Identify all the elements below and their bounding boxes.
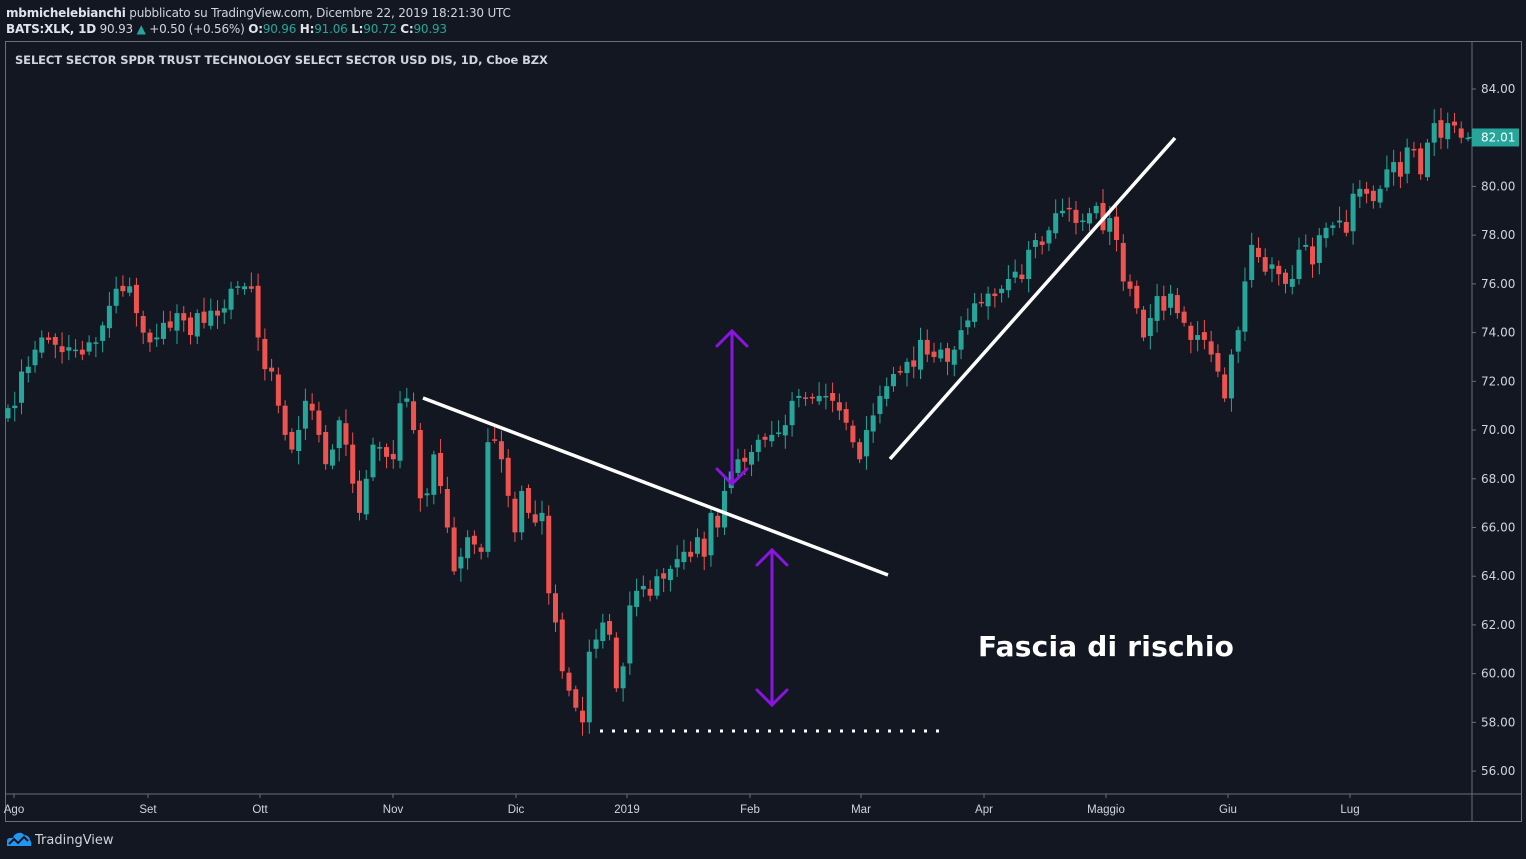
- axes: 56.00 58.00 60.00 62.00 64.00 66.00 68.00 70.00…: [4, 41, 1522, 822]
- pane-title: SELECT SECTOR SPDR TRUST TECHNOLOGY SELE…: [15, 53, 548, 67]
- publication-info: mbmichelebianchi pubblicato su TradingVi…: [6, 5, 511, 21]
- upper-double-arrow[interactable]: [715, 328, 749, 487]
- y-tick-label: 78.00: [1481, 228, 1515, 242]
- chart-pane[interactable]: [5, 41, 1522, 822]
- last-price-value: 82.01: [1481, 130, 1515, 144]
- price-change: +0.50 (+0.56%): [149, 22, 245, 36]
- x-tick-label: Apr: [975, 804, 993, 816]
- open-label: O:: [248, 22, 263, 36]
- author-name[interactable]: mbmichelebianchi: [6, 6, 126, 20]
- x-tick-label: Set: [139, 804, 157, 816]
- up-arrow-icon: ▲: [136, 22, 146, 36]
- y-tick-label: 60.00: [1481, 667, 1515, 681]
- symbol-legend: BATS:XLK, 1D 90.93 ▲ +0.50 (+0.56%) O:90…: [6, 21, 447, 37]
- descending-trendline[interactable]: [422, 396, 889, 577]
- x-tick-label: Mar: [851, 804, 871, 816]
- x-tick-label: Feb: [740, 804, 760, 816]
- symbol-name: BATS:XLK, 1D: [6, 22, 96, 36]
- y-tick-label: 68.00: [1481, 472, 1515, 486]
- x-tick-label: Maggio: [1087, 804, 1125, 816]
- x-tick-label: Nov: [383, 804, 404, 816]
- x-tick-label: 2019: [614, 804, 640, 816]
- last-price: 90.93: [99, 22, 134, 36]
- y-tick-label: 84.00: [1481, 82, 1515, 96]
- open-value: 90.96: [262, 22, 297, 36]
- x-tick-label: Dic: [508, 804, 525, 816]
- y-tick-label: 72.00: [1481, 374, 1515, 388]
- brand-name: TradingView: [35, 832, 114, 848]
- x-tick-label: Giu: [1219, 804, 1237, 816]
- y-tick-label: 66.00: [1481, 520, 1515, 534]
- close-value: 90.93: [413, 22, 447, 36]
- y-tick-label: 74.00: [1481, 326, 1515, 340]
- tradingview-logo[interactable]: TradingView: [6, 832, 114, 848]
- y-tick-label: 64.00: [1481, 569, 1515, 583]
- x-tick-label: Ott: [252, 804, 268, 816]
- published-text: pubblicato su TradingView.com, Dicembre …: [129, 6, 511, 20]
- y-tick-label: 76.00: [1481, 277, 1515, 291]
- high-value: 91.06: [314, 22, 348, 36]
- risk-band-annotation[interactable]: Fascia di rischio: [978, 630, 1235, 663]
- low-value: 90.72: [363, 22, 397, 36]
- x-tick-label: Lug: [1340, 804, 1359, 816]
- lower-double-arrow[interactable]: [755, 547, 789, 708]
- y-tick-label: 80.00: [1481, 179, 1515, 193]
- candles: [5, 108, 1471, 736]
- x-tick-label: Ago: [4, 804, 24, 816]
- low-label: L:: [351, 22, 364, 36]
- y-tick-label: 56.00: [1481, 764, 1515, 778]
- y-tick-label: 58.00: [1481, 715, 1515, 729]
- last-price-label: 82.01: [1468, 128, 1519, 147]
- y-tick-label: 70.00: [1481, 423, 1515, 437]
- ascending-trendline[interactable]: [888, 136, 1177, 461]
- tradingview-logo-icon: [7, 832, 32, 846]
- close-label: C:: [400, 22, 414, 36]
- drawings[interactable]: [422, 136, 1177, 733]
- high-label: H:: [299, 22, 315, 36]
- y-tick-label: 62.00: [1481, 618, 1515, 632]
